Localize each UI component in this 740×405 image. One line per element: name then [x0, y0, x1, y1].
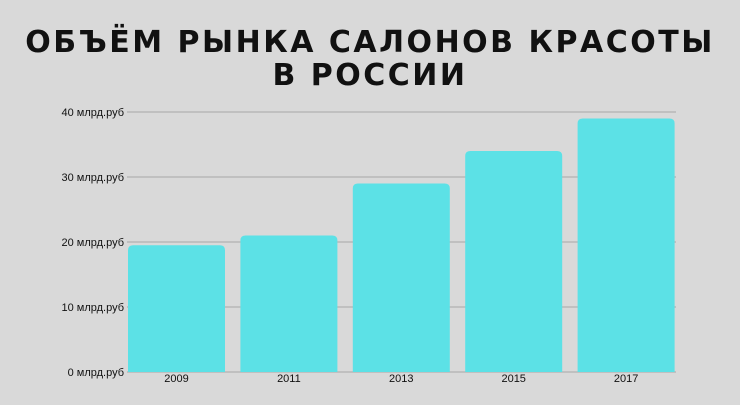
x-tick-label: 2011: [277, 373, 301, 385]
x-axis-tick-labels: 2009 2011 2013 2015 2017: [164, 373, 638, 385]
chart-title-line-1: ОБЪЁМ РЫНКА САЛОНОВ КРАСОТЫ: [25, 25, 715, 60]
y-tick-label: 0 млрд.руб: [68, 367, 124, 379]
bar-2011: [240, 235, 338, 372]
bar-2015: [465, 151, 563, 372]
y-tick-label: 40 млрд.руб: [61, 107, 124, 119]
x-tick-label: 2009: [164, 373, 188, 385]
bar-2017: [577, 118, 675, 372]
x-tick-label: 2015: [501, 373, 525, 385]
y-tick-label: 30 млрд.руб: [61, 172, 124, 184]
y-tick-label: 20 млрд.руб: [61, 237, 124, 249]
x-tick-label: 2017: [614, 373, 638, 385]
bar-2009: [128, 245, 225, 372]
chart-title: ОБЪЁМ РЫНКА САЛОНОВ КРАСОТЫ В РОССИИ: [0, 26, 740, 92]
y-tick-label: 10 млрд.руб: [61, 302, 124, 314]
y-axis-tick-labels: 0 млрд.руб 10 млрд.руб 20 млрд.руб 30 млрд.…: [61, 107, 124, 379]
x-tick-label: 2013: [389, 373, 413, 385]
bars: [128, 118, 675, 372]
bar-2013: [352, 183, 450, 372]
chart-title-line-2: В РОССИИ: [272, 58, 468, 93]
